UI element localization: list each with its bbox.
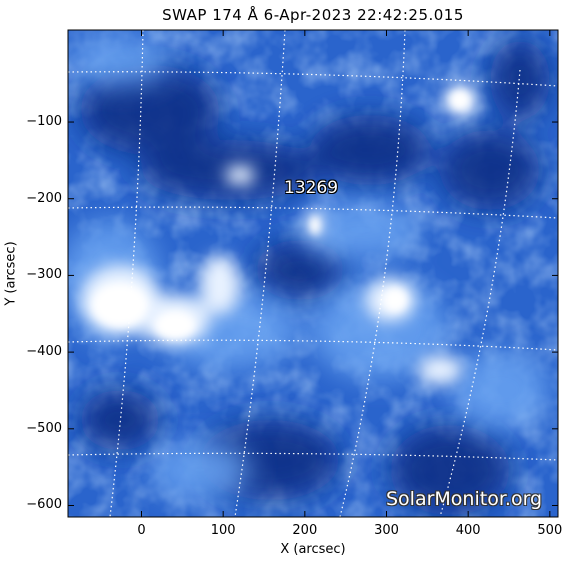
active-region-label: 13269 — [284, 178, 339, 198]
y-tick-label: −400 — [26, 344, 62, 360]
x-tick-label: 500 — [537, 523, 563, 538]
y-tick-label: −300 — [26, 267, 62, 283]
x-tick-label: 100 — [210, 523, 236, 538]
x-tick-label: 400 — [455, 523, 481, 538]
y-tick-label: −200 — [26, 190, 62, 206]
x-tick-label: 300 — [374, 523, 399, 538]
y-tick-label: −500 — [26, 420, 62, 436]
heliographic-grid — [68, 30, 558, 517]
plot-frame — [67, 29, 559, 518]
image-title: SWAP 174 Å 6-Apr-2023 22:42:25.015 — [162, 6, 464, 24]
solarmonitor-watermark: SolarMonitor.org — [386, 488, 543, 510]
y-axis-label: Y (arcsec) — [3, 241, 19, 306]
y-tick-label: −100 — [26, 114, 62, 130]
tick-marks — [68, 30, 558, 517]
x-axis-label: X (arcsec) — [280, 542, 346, 557]
y-tick-label: −600 — [26, 497, 62, 513]
euv-solar-image — [68, 30, 558, 517]
x-tick-label: 200 — [292, 523, 318, 538]
x-tick-label: 0 — [137, 523, 146, 538]
